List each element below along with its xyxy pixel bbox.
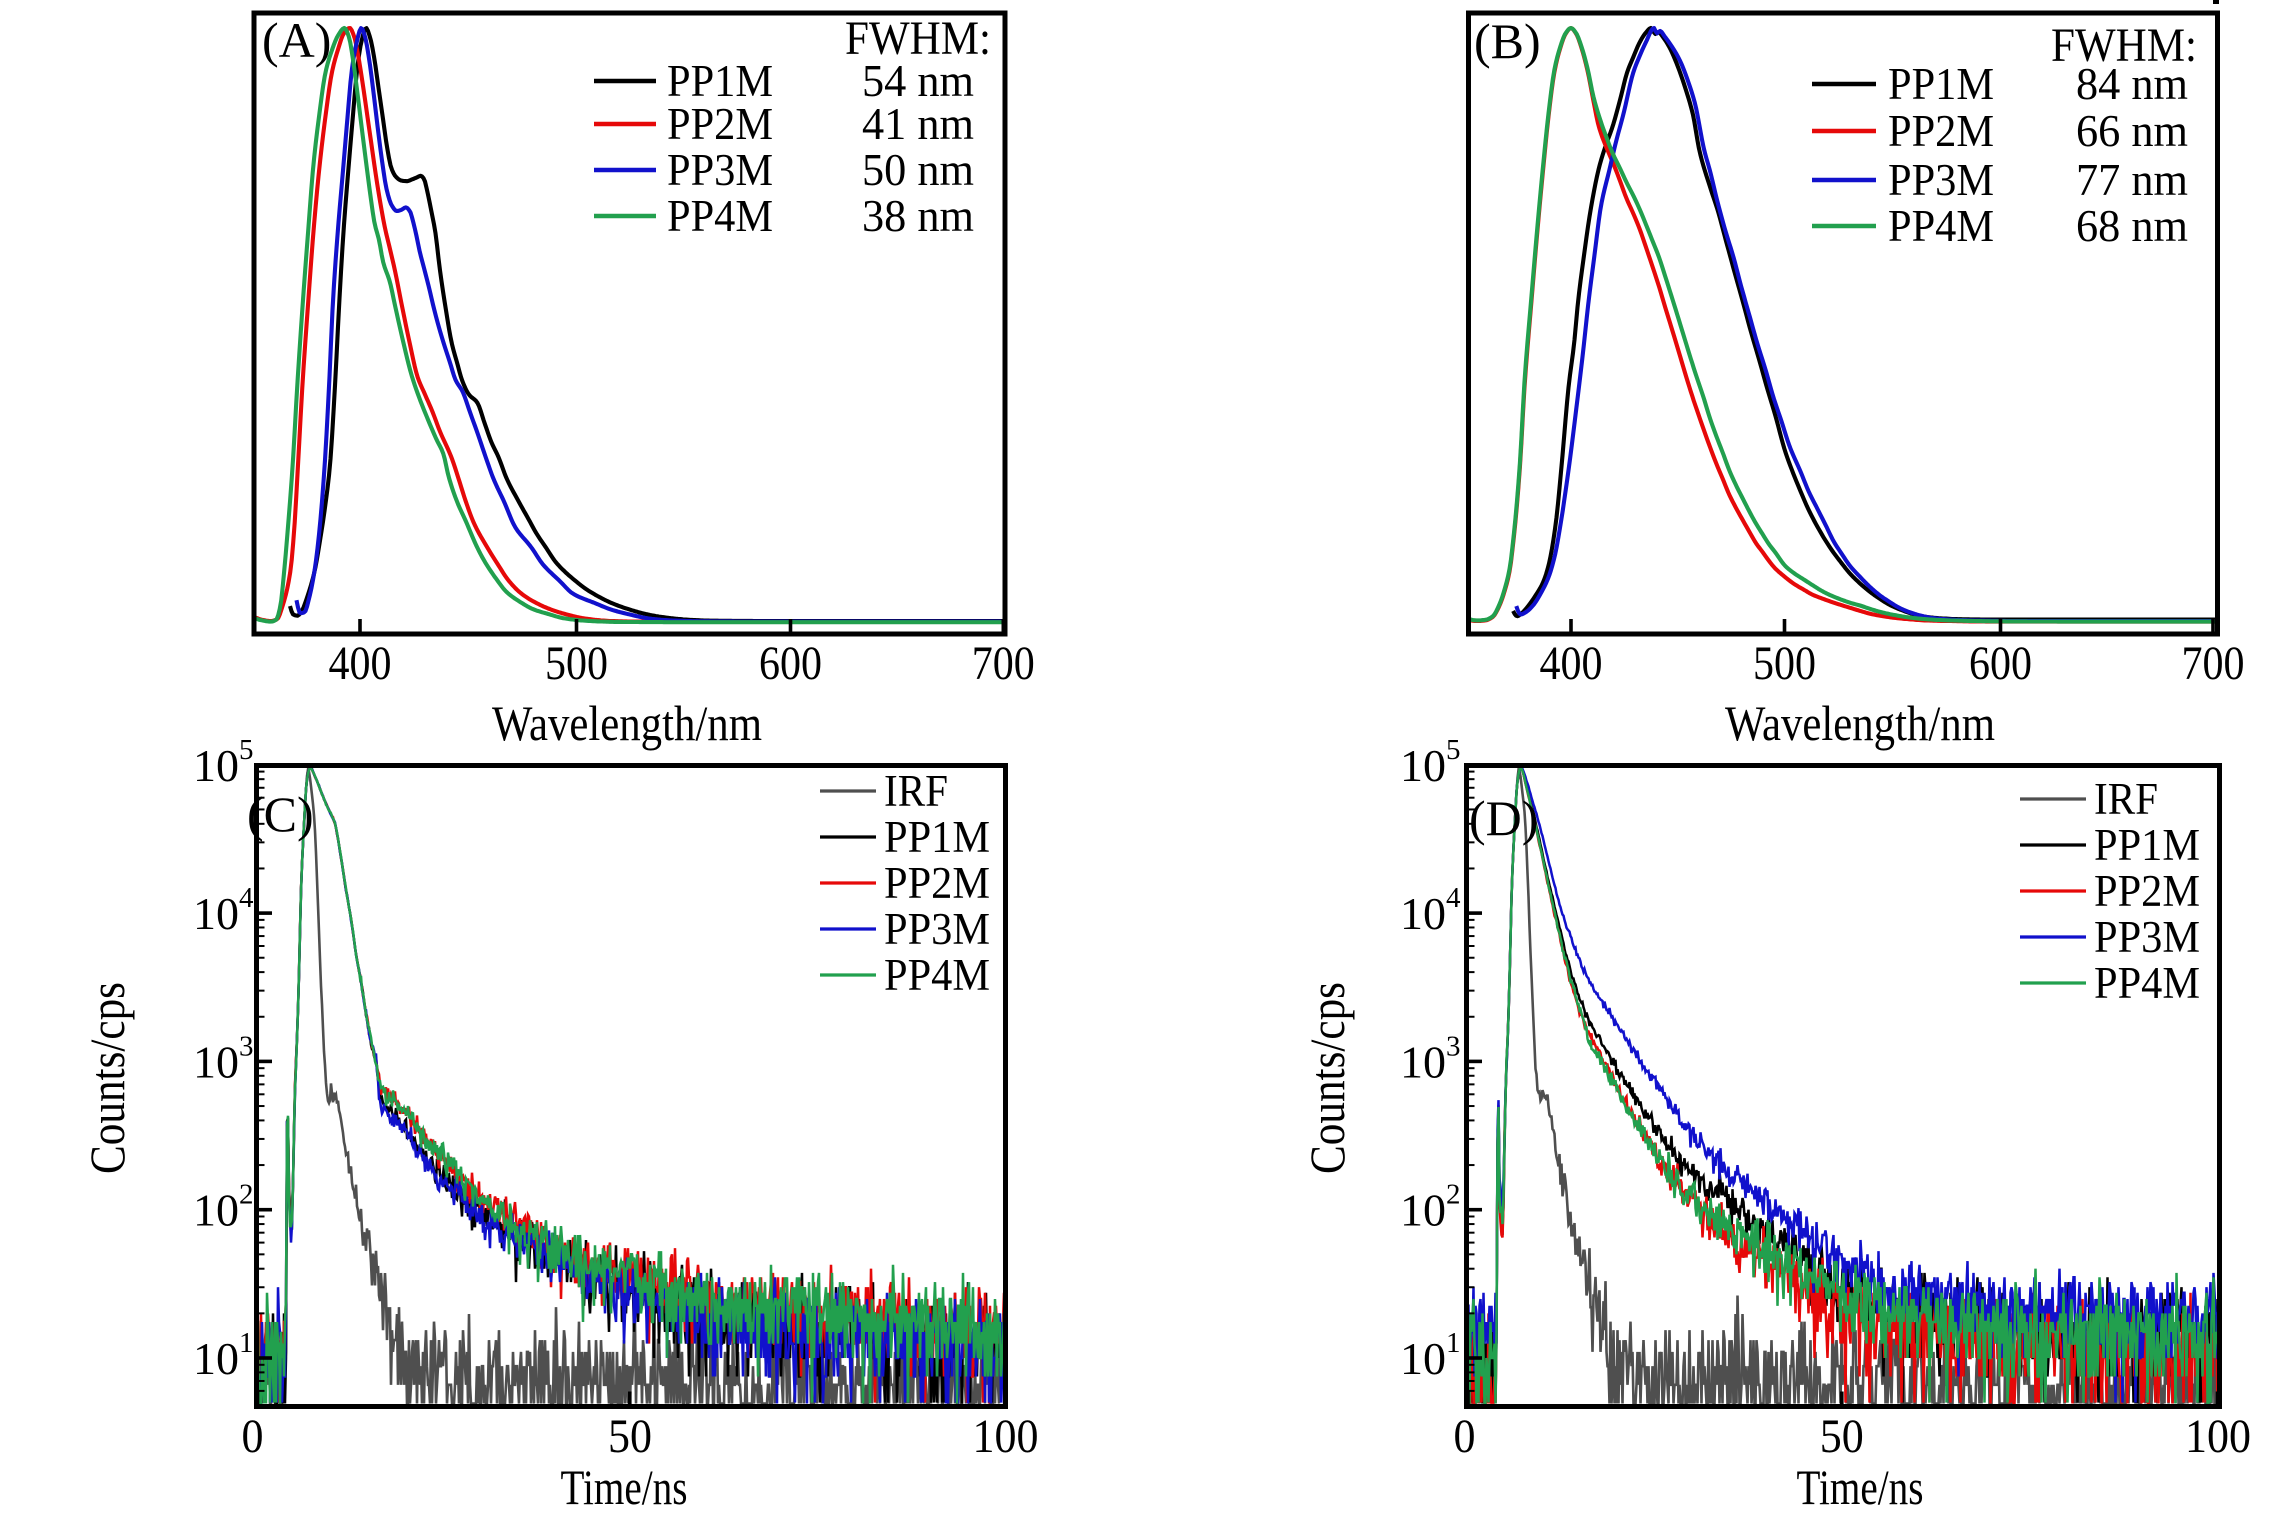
svg-text:84 nm: 84 nm xyxy=(2076,58,2188,109)
svg-text:3: 3 xyxy=(1446,1030,1461,1062)
svg-text:600: 600 xyxy=(1969,637,2032,690)
svg-text:(D): (D) xyxy=(1469,790,1538,846)
svg-text:100: 100 xyxy=(973,1410,1039,1463)
svg-text:77 nm: 77 nm xyxy=(2076,154,2188,205)
svg-text:PP4M: PP4M xyxy=(2094,958,2200,1008)
svg-text:Counts/cps: Counts/cps xyxy=(1299,982,1355,1174)
svg-text:IRF: IRF xyxy=(884,766,948,816)
svg-text:Time/ns: Time/ns xyxy=(561,1459,688,1515)
svg-text:PP2M: PP2M xyxy=(884,858,990,908)
svg-text:PP2M: PP2M xyxy=(667,98,773,149)
svg-text:(B): (B) xyxy=(1474,13,1541,69)
svg-text:10: 10 xyxy=(1400,1333,1446,1384)
svg-text:400: 400 xyxy=(1540,637,1603,690)
svg-text:PP1M: PP1M xyxy=(2094,820,2200,870)
svg-text:PP3M: PP3M xyxy=(2094,912,2200,962)
svg-text:10: 10 xyxy=(193,1333,239,1384)
svg-text:PP4M: PP4M xyxy=(1888,200,1994,251)
svg-text:FWHM:: FWHM: xyxy=(2051,19,2197,72)
svg-text:10: 10 xyxy=(1400,888,1446,939)
svg-text:PP2M: PP2M xyxy=(2094,866,2200,916)
svg-text:10: 10 xyxy=(193,1036,239,1087)
svg-text:4: 4 xyxy=(1446,882,1461,914)
svg-text:PP3M: PP3M xyxy=(884,904,990,954)
svg-text:100: 100 xyxy=(2185,1410,2251,1463)
svg-text:400: 400 xyxy=(329,637,392,690)
svg-text:FWHM:: FWHM: xyxy=(845,12,991,65)
svg-text:2: 2 xyxy=(1446,1179,1461,1211)
svg-text:(C): (C) xyxy=(247,786,314,842)
svg-text:PP3M: PP3M xyxy=(1888,154,1994,205)
svg-text:1: 1 xyxy=(239,1327,254,1359)
svg-text:41 nm: 41 nm xyxy=(862,98,974,149)
svg-text:10: 10 xyxy=(193,888,239,939)
svg-text:54 nm: 54 nm xyxy=(862,55,974,106)
svg-text:(A): (A) xyxy=(262,12,331,68)
svg-text:600: 600 xyxy=(759,637,822,690)
svg-text:700: 700 xyxy=(2182,637,2245,690)
svg-text:PP2M: PP2M xyxy=(1888,105,1994,156)
svg-text:10: 10 xyxy=(1400,740,1446,791)
svg-text:PP4M: PP4M xyxy=(667,190,773,241)
svg-text:Time/ns: Time/ns xyxy=(1797,1459,1924,1515)
svg-text:10: 10 xyxy=(1400,1036,1446,1087)
svg-text:0: 0 xyxy=(1454,1410,1476,1463)
svg-text:0: 0 xyxy=(242,1410,264,1463)
svg-text:IRF: IRF xyxy=(2094,774,2158,824)
svg-text:50: 50 xyxy=(1820,1410,1864,1463)
svg-text:66 nm: 66 nm xyxy=(2076,105,2188,156)
svg-text:1: 1 xyxy=(1446,1327,1461,1359)
svg-text:Counts/cps: Counts/cps xyxy=(79,982,135,1174)
svg-text:68 nm: 68 nm xyxy=(2076,200,2188,251)
svg-text:PP1M: PP1M xyxy=(1888,58,1994,109)
svg-text:Wavelength/nm: Wavelength/nm xyxy=(1725,695,1995,751)
svg-text:10: 10 xyxy=(193,740,239,791)
svg-text:PP3M: PP3M xyxy=(667,144,773,195)
svg-text:4: 4 xyxy=(239,882,254,914)
svg-text:50 nm: 50 nm xyxy=(862,144,974,195)
svg-text:5: 5 xyxy=(239,734,254,766)
svg-text:10: 10 xyxy=(193,1185,239,1236)
svg-text:700: 700 xyxy=(972,637,1035,690)
svg-text:Wavelength/nm: Wavelength/nm xyxy=(492,695,762,751)
svg-text:3: 3 xyxy=(239,1030,254,1062)
svg-text:10: 10 xyxy=(1400,1185,1446,1236)
svg-text:50: 50 xyxy=(608,1410,652,1463)
svg-text:PP1M: PP1M xyxy=(667,55,773,106)
svg-text:500: 500 xyxy=(1753,637,1816,690)
svg-text:2: 2 xyxy=(239,1179,254,1211)
svg-text:PP4M: PP4M xyxy=(884,950,990,1000)
svg-text:PP1M: PP1M xyxy=(884,812,990,862)
svg-text:500: 500 xyxy=(545,637,608,690)
svg-text:5: 5 xyxy=(1446,734,1461,766)
svg-text:38 nm: 38 nm xyxy=(862,190,974,241)
